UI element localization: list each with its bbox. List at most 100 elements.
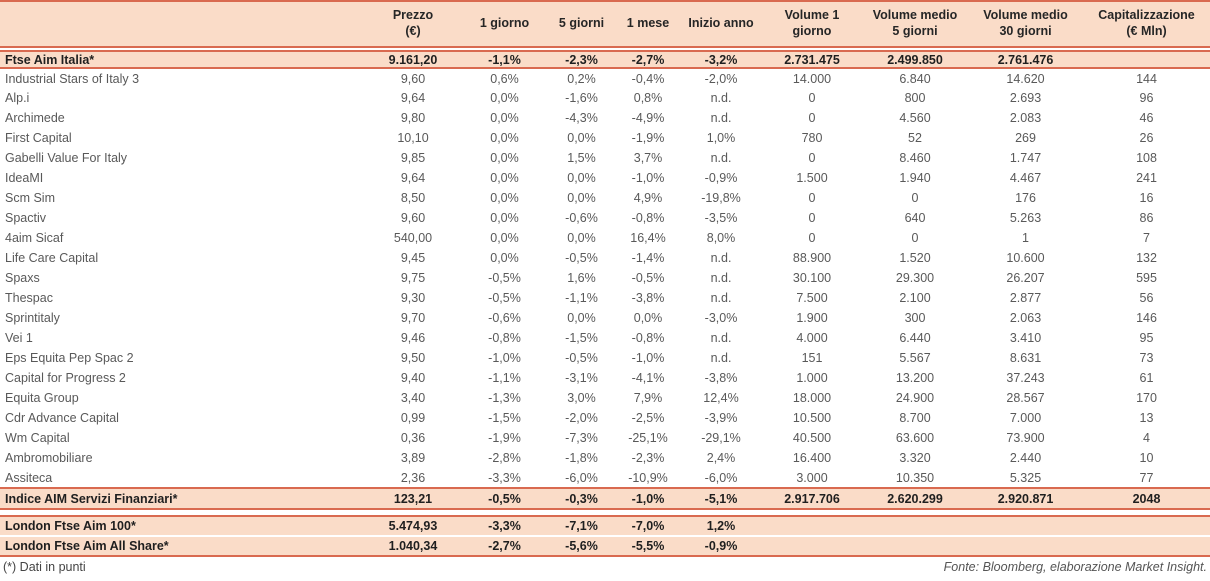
value-cell: 170 xyxy=(1136,391,1157,405)
value-cell: 0,0% xyxy=(633,311,663,325)
value-cell: -1,4% xyxy=(631,251,665,265)
value-cell: -1,1% xyxy=(565,291,598,305)
row-label: Equita Group xyxy=(5,391,79,405)
table-footer: (*) Dati in punti Fonte: Bloomberg, elab… xyxy=(0,557,1210,574)
value-cell: -3,5% xyxy=(704,211,738,225)
table-row: Ambromobiliare 3,89 -2,8% -1,8% -2,3% 2,4% 16.… xyxy=(0,448,1210,468)
value-cell: 5.325 xyxy=(1009,470,1042,485)
value-cell: 0 xyxy=(808,231,816,245)
value-cell xyxy=(762,516,862,536)
value-cell: 4.560 xyxy=(899,111,931,125)
value-cell: 13 xyxy=(1139,411,1154,425)
value-cell: -0,8% xyxy=(631,331,665,345)
value-cell: 3,40 xyxy=(400,391,426,405)
value-cell: -3,2% xyxy=(704,52,738,67)
value-cell: 800 xyxy=(904,91,926,105)
value-cell: 2.731.475 xyxy=(784,52,840,67)
value-cell: 0,0% xyxy=(567,191,596,205)
value-cell: -2,3% xyxy=(631,451,665,465)
table-row: Capital for Progress 2 9,40 -1,1% -3,1% -4,1… xyxy=(0,368,1210,388)
value-cell: n.d. xyxy=(710,331,732,345)
header-row: Prezzo (€) 1 giorno 5 giorni 1 mese Inizio a… xyxy=(0,0,1210,47)
row-label: Thespac xyxy=(5,291,53,305)
value-cell: 86 xyxy=(1139,211,1154,225)
value-cell: 0,0% xyxy=(490,131,519,145)
row-label: Gabelli Value For Italy xyxy=(5,151,128,165)
value-cell: -6,0% xyxy=(565,470,598,485)
value-cell: 0,0% xyxy=(490,211,519,225)
value-cell: 2.693 xyxy=(1009,91,1042,105)
value-cell xyxy=(862,516,968,536)
value-cell: 26.207 xyxy=(1006,271,1045,285)
value-cell: 8,0% xyxy=(706,231,736,245)
value-cell: -1,0% xyxy=(631,491,665,506)
value-cell: -4,3% xyxy=(565,111,598,125)
row-label: Spaxs xyxy=(5,271,40,285)
table-row: Wm Capital 0,36 -1,9% -7,3% -25,1% -29,1% 40.5… xyxy=(0,428,1210,448)
value-cell: 1,5% xyxy=(567,151,596,165)
value-cell: 0 xyxy=(808,191,816,205)
value-cell: -3,8% xyxy=(704,371,738,385)
value-cell: 9,70 xyxy=(400,311,426,325)
value-cell: 0,0% xyxy=(567,131,596,145)
value-cell: -3,9% xyxy=(704,411,738,425)
header-cell: 5 giorni xyxy=(547,0,616,47)
value-cell: 0,36 xyxy=(400,431,426,445)
value-cell: 7 xyxy=(1143,231,1150,245)
value-cell: 0,0% xyxy=(490,251,519,265)
value-cell: 5.263 xyxy=(1009,211,1042,225)
value-cell: 2.440 xyxy=(1009,451,1042,465)
value-cell: 2.877 xyxy=(1009,291,1042,305)
value-cell: 10.350 xyxy=(895,470,935,485)
table-row: Alp.i 9,64 0,0% -1,6% 0,8% n.d. 0 800 2.693 96 xyxy=(0,88,1210,108)
value-cell: 30.100 xyxy=(792,271,832,285)
value-cell: 14.000 xyxy=(792,71,832,86)
value-cell: n.d. xyxy=(710,351,732,365)
value-cell: 7,9% xyxy=(633,391,663,405)
value-cell: 16 xyxy=(1139,191,1154,205)
value-cell: 29.300 xyxy=(895,271,935,285)
table-row: 4aim Sicaf 540,00 0,0% 0,0% 16,4% 8,0% 0 0 1 7 xyxy=(0,228,1210,248)
value-cell: 3.410 xyxy=(1009,331,1042,345)
value-cell: 63.600 xyxy=(895,431,935,445)
table-row: Equita Group 3,40 -1,3% 3,0% 7,9% 12,4% 18.000… xyxy=(0,388,1210,408)
value-cell: -1,9% xyxy=(488,431,521,445)
value-cell: 13.200 xyxy=(895,371,935,385)
value-cell: 640 xyxy=(904,211,926,225)
value-cell: 9,85 xyxy=(400,151,426,165)
value-cell: -3,3% xyxy=(488,470,521,485)
value-cell: -1,8% xyxy=(565,451,598,465)
value-cell: -0,4% xyxy=(631,71,665,86)
value-cell: 9.161,20 xyxy=(388,52,438,67)
value-cell: -4,9% xyxy=(631,111,665,125)
header-separator-rule xyxy=(0,46,1210,52)
value-cell: 9,64 xyxy=(400,171,426,185)
value-cell: 46 xyxy=(1139,111,1154,125)
value-cell: -1,0% xyxy=(631,351,665,365)
value-cell: 7.000 xyxy=(1009,411,1042,425)
value-cell: 269 xyxy=(1015,131,1036,145)
value-cell xyxy=(1083,536,1210,556)
row-label: Sprintitaly xyxy=(5,311,60,325)
table-row: Spaxs 9,75 -0,5% 1,6% -0,5% n.d. 30.100 29.300 2… xyxy=(0,268,1210,288)
value-cell: 0,0% xyxy=(490,91,519,105)
value-cell: -6,0% xyxy=(704,470,738,485)
value-cell: 108 xyxy=(1136,151,1157,165)
value-cell: 540,00 xyxy=(393,231,433,245)
value-cell: 88.900 xyxy=(792,251,832,265)
row-label: IdeaMI xyxy=(5,171,44,185)
value-cell: 0,8% xyxy=(633,91,663,105)
value-cell: 16.400 xyxy=(792,451,832,465)
value-cell: -0,5% xyxy=(488,491,521,506)
value-cell: n.d. xyxy=(710,291,732,305)
value-cell: 26 xyxy=(1139,131,1154,145)
value-cell: -29,1% xyxy=(701,431,741,445)
value-cell: -4,1% xyxy=(631,371,665,385)
value-cell: -0,6% xyxy=(565,211,598,225)
value-cell: -1,0% xyxy=(631,171,665,185)
value-cell: -1,0% xyxy=(488,351,521,365)
value-cell: -2,8% xyxy=(488,451,521,465)
value-cell: 73 xyxy=(1139,351,1154,365)
value-cell: 2.100 xyxy=(899,291,931,305)
value-cell: -7,0% xyxy=(631,519,665,533)
